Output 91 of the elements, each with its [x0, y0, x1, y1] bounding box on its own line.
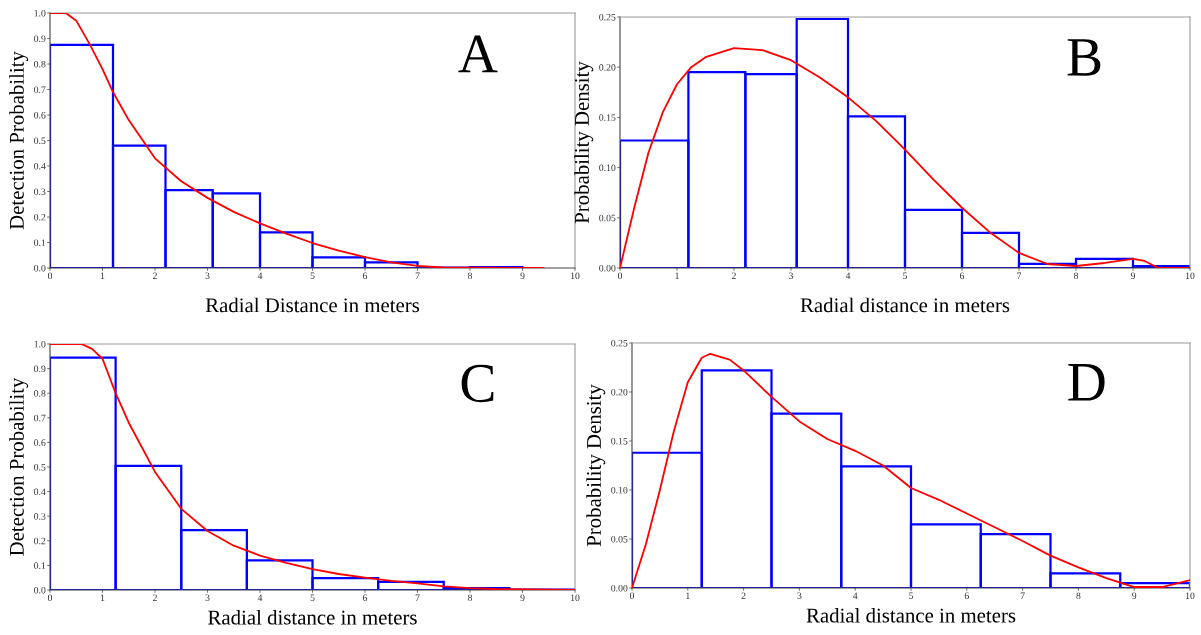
x-tick-label: 5 [903, 272, 908, 280]
y-tick-label: 0.7 [34, 86, 46, 94]
x-tick-label: 10 [570, 594, 580, 602]
y-tick-label: 0.05 [599, 214, 616, 222]
x-tick-label: 0 [617, 272, 623, 280]
y-axis-title: Probability Density [574, 61, 594, 224]
x-tick-label: 8 [1073, 272, 1079, 280]
y-tick-label: 1.0 [34, 340, 46, 348]
x-tick-label: 10 [1185, 272, 1195, 280]
x-tick-label: 1 [100, 272, 105, 279]
y-tick-label: 0.2 [34, 213, 46, 221]
y-tick-label: 0.4 [34, 488, 46, 496]
line-series [50, 344, 575, 590]
x-tick-label: 2 [732, 272, 736, 279]
y-tick-label: 0.5 [34, 463, 46, 471]
y-tick-label: 0.20 [611, 388, 628, 396]
x-tick-label: 8 [467, 272, 473, 280]
y-tick-label: 1.0 [34, 9, 46, 17]
annotation: C [461, 364, 494, 403]
y-tick-label: 0.25 [611, 339, 628, 347]
y-tick-label: 0.7 [34, 414, 46, 422]
y-tick-label: 0.20 [599, 64, 616, 71]
y-tick-label: 0.15 [611, 437, 628, 445]
y-tick-label: 0.00 [611, 584, 628, 592]
x-tick-label: 6 [959, 272, 965, 280]
x-tick-label: 5 [909, 592, 914, 600]
y-axis-title: Detection Probability [9, 51, 29, 230]
y-tick-label: 0.8 [34, 390, 46, 397]
x-tick-label: 2 [741, 592, 746, 599]
x-axis-title: Radial distance in meters [800, 297, 1010, 313]
y-tick-label: 0.4 [34, 162, 46, 170]
x-tick-label: 2 [153, 594, 157, 601]
x-tick-label: 6 [362, 594, 368, 602]
y-tick-label: 0.3 [34, 188, 46, 196]
x-tick-label: 10 [570, 272, 580, 280]
x-tick-label: 7 [1017, 272, 1022, 279]
x-tick-label: 10 [1185, 592, 1195, 600]
y-tick-label: 0.05 [611, 535, 628, 543]
y-tick-label: 0.1 [34, 239, 46, 247]
y-tick-label: 0.00 [599, 264, 616, 272]
x-tick-label: 8 [1076, 592, 1081, 600]
y-tick-label: 0.25 [599, 13, 616, 21]
annotation: D [1068, 364, 1105, 401]
y-tick-label: 0.3 [34, 513, 46, 520]
x-tick-label: 7 [415, 594, 420, 601]
x-tick-label: 9 [1132, 592, 1137, 600]
x-tick-label: 4 [852, 592, 858, 599]
x-tick-label: 5 [310, 594, 315, 602]
x-tick-label: 0 [47, 594, 53, 602]
x-axis-title: Radial distance in meters [806, 607, 1016, 623]
x-tick-label: 4 [845, 272, 851, 279]
x-tick-label: 6 [964, 592, 969, 600]
x-tick-label: 6 [362, 272, 368, 280]
x-axis-title: Radial Distance in meters [205, 297, 420, 313]
x-tick-label: 1 [686, 592, 690, 599]
x-tick-label: 9 [520, 272, 525, 280]
x-tick-label: 9 [1130, 272, 1136, 280]
annotation: A [458, 35, 498, 73]
y-tick-label: 0.5 [34, 137, 46, 145]
y-tick-label: 0.15 [599, 114, 616, 121]
x-tick-label: 1 [100, 594, 105, 601]
y-tick-label: 0.8 [34, 60, 46, 68]
y-tick-label: 0.10 [599, 164, 616, 172]
y-axis-title: Probability Density [586, 384, 606, 547]
x-tick-label: 1 [675, 272, 679, 279]
x-tick-label: 7 [415, 272, 420, 279]
x-tick-label: 3 [789, 272, 794, 280]
x-tick-label: 0 [629, 592, 635, 600]
annotation: B [1067, 39, 1101, 76]
x-tick-label: 4 [257, 272, 263, 279]
y-tick-label: 0.9 [34, 365, 46, 373]
x-tick-label: 3 [205, 594, 210, 602]
y-axis-title: Detection Probability [9, 377, 29, 556]
y-tick-label: 0.6 [34, 111, 46, 119]
x-tick-label: 4 [257, 594, 263, 601]
x-tick-label: 3 [797, 592, 802, 600]
y-tick-label: 0.0 [34, 264, 46, 272]
y-tick-label: 0.1 [34, 562, 46, 569]
y-tick-label: 0.2 [34, 537, 46, 545]
y-tick-label: 0.6 [34, 439, 46, 446]
x-tick-label: 2 [153, 272, 157, 279]
x-tick-label: 9 [520, 594, 525, 602]
x-tick-label: 5 [310, 272, 315, 280]
y-tick-label: 0.9 [34, 35, 46, 43]
x-tick-label: 8 [467, 594, 473, 602]
x-tick-label: 3 [205, 272, 210, 280]
x-tick-label: 7 [1020, 592, 1025, 599]
y-tick-label: 0.10 [611, 486, 628, 494]
x-tick-label: 0 [47, 272, 53, 280]
x-axis-title: Radial distance in meters [208, 609, 417, 625]
y-tick-label: 0.0 [34, 586, 46, 594]
